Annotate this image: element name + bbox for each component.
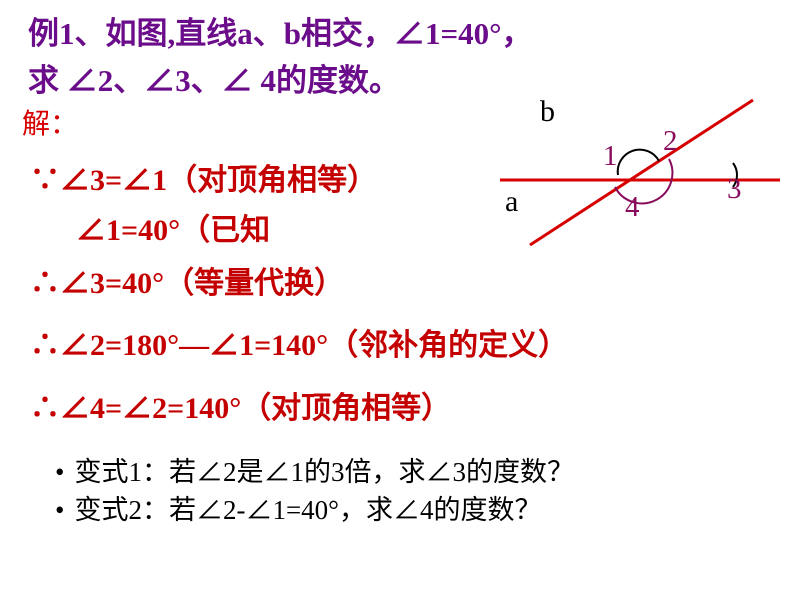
solution-line-1: ∵∠3=∠1（对顶角相等） [30,155,377,199]
variant-1-text: 变式1：若∠2是∠1的3倍，求∠3的度数？ [74,457,574,487]
variant-2: • 变式2：若∠2-∠1=40°，求∠4的度数？ [55,488,541,527]
variant-2-text: 变式2：若∠2-∠1=40°，求∠4的度数？ [74,495,541,525]
line-b [530,100,753,245]
title-line1: 例1、如图,直线a、b相交，∠1=40°， [28,8,533,53]
solution-line-4: ∴∠2=180°—∠1=140°（邻补角的定义） [30,320,568,364]
label-3: 3 [727,173,742,206]
angle-1-arc [618,150,659,175]
label-1: 1 [603,140,618,173]
label-4: 4 [625,191,640,224]
intersection-diagram: b a 1 2 3 4 [495,105,785,265]
solution-line-2: ∠1=40°（已知 [76,205,270,249]
solution-line-3: ∴∠3=40°（等量代换） [30,258,344,302]
label-2: 2 [663,125,678,158]
bullet-2: • [55,495,64,526]
label-b: b [540,95,555,129]
solution-label: 解： [22,102,78,142]
bullet-1: • [55,457,64,488]
solution-line-5: ∴∠4=∠2=140°（对顶角相等） [30,383,451,427]
label-a: a [505,185,518,219]
variant-1: • 变式1：若∠2是∠1的3倍，求∠3的度数？ [55,450,574,489]
title-line2: 求 ∠2、∠3、∠ 4的度数。 [28,55,400,100]
